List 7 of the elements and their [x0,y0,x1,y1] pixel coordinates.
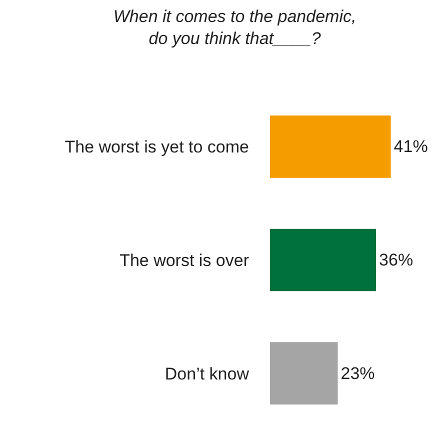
data-label: 36% [379,250,414,270]
y-tick-label: The worst is over [120,250,250,270]
data-label: 41% [394,137,428,156]
y-tick-label: Don’t know [164,364,250,384]
chart-title: When it comes to the pandemic, do you think that____? [113,6,356,48]
data-label: 23% [340,364,375,383]
y-tick-label: The worst is yet to come [64,138,249,157]
